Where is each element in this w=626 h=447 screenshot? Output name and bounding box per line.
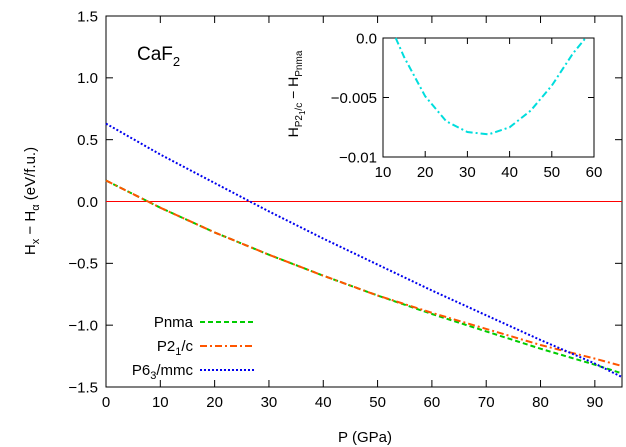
- series-line-p21-c: [105, 179, 623, 367]
- inset-y-tick-label: −0.01: [339, 149, 377, 166]
- x-tick-label: 10: [152, 394, 169, 411]
- x-tick-label: 60: [424, 394, 441, 411]
- inset-x-tick-label: 50: [543, 164, 560, 181]
- y-tick-label: 0.0: [77, 194, 98, 211]
- inset-plot: 10 20 30 40 50 60 0.0 −0.005 −0.01: [331, 30, 603, 181]
- x-tick-label: 30: [261, 394, 278, 411]
- x-tick-label: 90: [586, 394, 603, 411]
- x-tick-label: 80: [532, 394, 549, 411]
- x-tick-label: 20: [206, 394, 223, 411]
- y-tick-label: −1.5: [68, 379, 98, 396]
- inset-x-tick-label: 60: [586, 164, 603, 181]
- y-tick-label: 0.5: [77, 132, 98, 149]
- inset-x-tick-label: 40: [501, 164, 518, 181]
- inset-y-axis-label: HP21/c − HPnma: [285, 50, 307, 137]
- inset-x-tick-label: 20: [417, 164, 434, 181]
- chart-label: CaF2: [137, 44, 180, 69]
- legend-label: Pnma: [154, 314, 194, 331]
- main-plot: 0 10 20 30 40 50 60 70 80 90 −1.5 −1.0 −0.5 0.0 0.5 1.0…: [68, 8, 623, 411]
- inset-series-line-difference: [394, 37, 587, 136]
- x-tick-label: 40: [315, 394, 332, 411]
- inset-y-tick-label: 0.0: [356, 30, 377, 47]
- inset-plot-frame: [382, 37, 595, 158]
- inset-x-tick-label: 30: [459, 164, 476, 181]
- legend-label: P63/mmc: [132, 362, 194, 382]
- series-line-p63-mmc: [105, 122, 623, 378]
- inset-x-tick-label: 10: [375, 164, 392, 181]
- legend-label: P21/c: [157, 338, 194, 358]
- inset-y-tick-label: −0.005: [331, 90, 377, 107]
- x-axis-label: P (GPa): [338, 429, 392, 446]
- y-tick-label: 1.5: [77, 8, 98, 25]
- x-tick-label: 50: [369, 394, 386, 411]
- y-tick-label: −1.0: [68, 317, 98, 334]
- y-tick-label: 1.0: [77, 70, 98, 87]
- y-axis-label: Hx − Hα (eV/f.u.): [22, 147, 42, 255]
- x-tick-label: 70: [478, 394, 495, 411]
- chart-label-subscript: 2: [173, 54, 180, 69]
- y-tick-label: −0.5: [68, 256, 98, 273]
- legend: Pnma P21/c P63/mmc: [132, 314, 255, 382]
- x-tick-label: 0: [102, 394, 110, 411]
